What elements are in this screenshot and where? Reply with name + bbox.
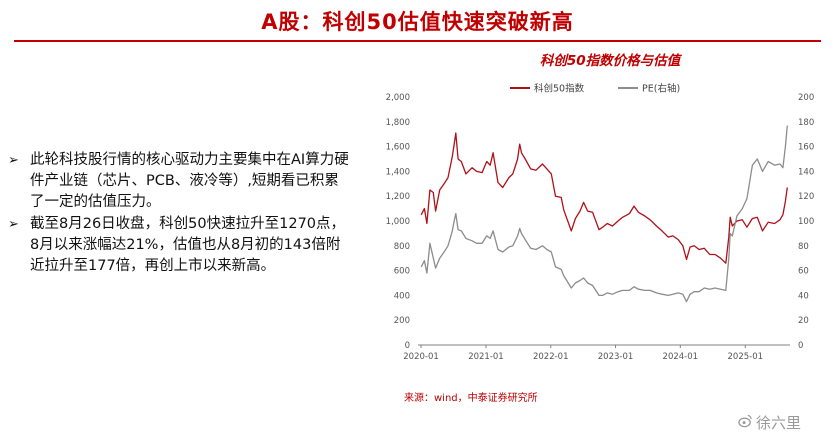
- y2-tick-label: 60: [798, 267, 809, 277]
- y2-tick-label: 120: [798, 192, 814, 202]
- weibo-logo-icon: [738, 414, 752, 428]
- x-tick-label: 2020-01: [403, 352, 439, 362]
- x-tick-label: 2022-01: [533, 352, 569, 362]
- x-tick-label: 2021-01: [468, 352, 504, 362]
- series-line: [420, 132, 788, 264]
- series-line: [420, 125, 788, 303]
- y-tick-label: 1,400: [386, 167, 410, 177]
- y-tick-label: 1,200: [386, 192, 410, 202]
- bullet-list: ➢ 此轮科技股行情的核心驱动力主要集中在AI算力硬件产业链（芯片、PCB、液冷等…: [8, 150, 353, 278]
- x-tick-label: 2023-01: [598, 352, 634, 362]
- title-bar: A股：科创50估值快速突破新高: [0, 0, 835, 40]
- bullet-arrow-icon: ➢: [8, 153, 19, 168]
- y-tick-label: 800: [394, 242, 410, 252]
- y-tick-label: 1,600: [386, 143, 410, 153]
- bullet-item: ➢ 此轮科技股行情的核心驱动力主要集中在AI算力硬件产业链（芯片、PCB、液冷等…: [8, 150, 353, 213]
- y-tick-label: 1,000: [386, 217, 410, 227]
- y2-tick-label: 0: [798, 341, 803, 351]
- y2-tick-label: 180: [798, 118, 814, 128]
- y2-tick-label: 160: [798, 143, 814, 153]
- watermark: 徐六里: [756, 414, 802, 432]
- legend-label: 科创50指数: [534, 83, 585, 95]
- y2-tick-label: 20: [798, 316, 809, 326]
- page-title: A股：科创50估值快速突破新高: [261, 10, 574, 34]
- chart-title: 科创50指数价格与估值: [539, 53, 681, 69]
- y2-tick-label: 100: [798, 217, 814, 227]
- x-tick-label: 2025-01: [728, 352, 764, 362]
- y-tick-label: 400: [394, 291, 410, 301]
- legend-label: PE(右轴): [642, 83, 680, 95]
- y-tick-label: 1,800: [386, 118, 410, 128]
- bullet-item: ➢ 截至8月26日收盘，科创50快速拉升至1270点，8月以来涨幅达21%，估值…: [8, 214, 353, 277]
- y2-tick-label: 140: [798, 167, 814, 177]
- x-tick-label: 2024-01: [663, 352, 699, 362]
- y-tick-label: 2,000: [386, 93, 410, 103]
- bullet-text: 此轮科技股行情的核心驱动力主要集中在AI算力硬件产业链（芯片、PCB、液冷等）,…: [30, 152, 349, 210]
- y2-tick-label: 40: [798, 291, 809, 301]
- line-chart: 02004006008001,0001,2001,4001,6001,8002,…: [386, 83, 815, 363]
- y-tick-label: 200: [394, 316, 410, 326]
- bullet-text: 截至8月26日收盘，科创50快速拉升至1270点，8月以来涨幅达21%，估值也从…: [30, 216, 346, 274]
- y2-tick-label: 200: [798, 93, 814, 103]
- source-note: 来源：wind，中泰证券研究所: [404, 393, 538, 404]
- bullet-arrow-icon: ➢: [8, 217, 19, 232]
- y2-tick-label: 80: [798, 242, 809, 252]
- title-divider: [14, 40, 821, 42]
- y-tick-label: 600: [394, 267, 410, 277]
- y-tick-label: 0: [405, 341, 410, 351]
